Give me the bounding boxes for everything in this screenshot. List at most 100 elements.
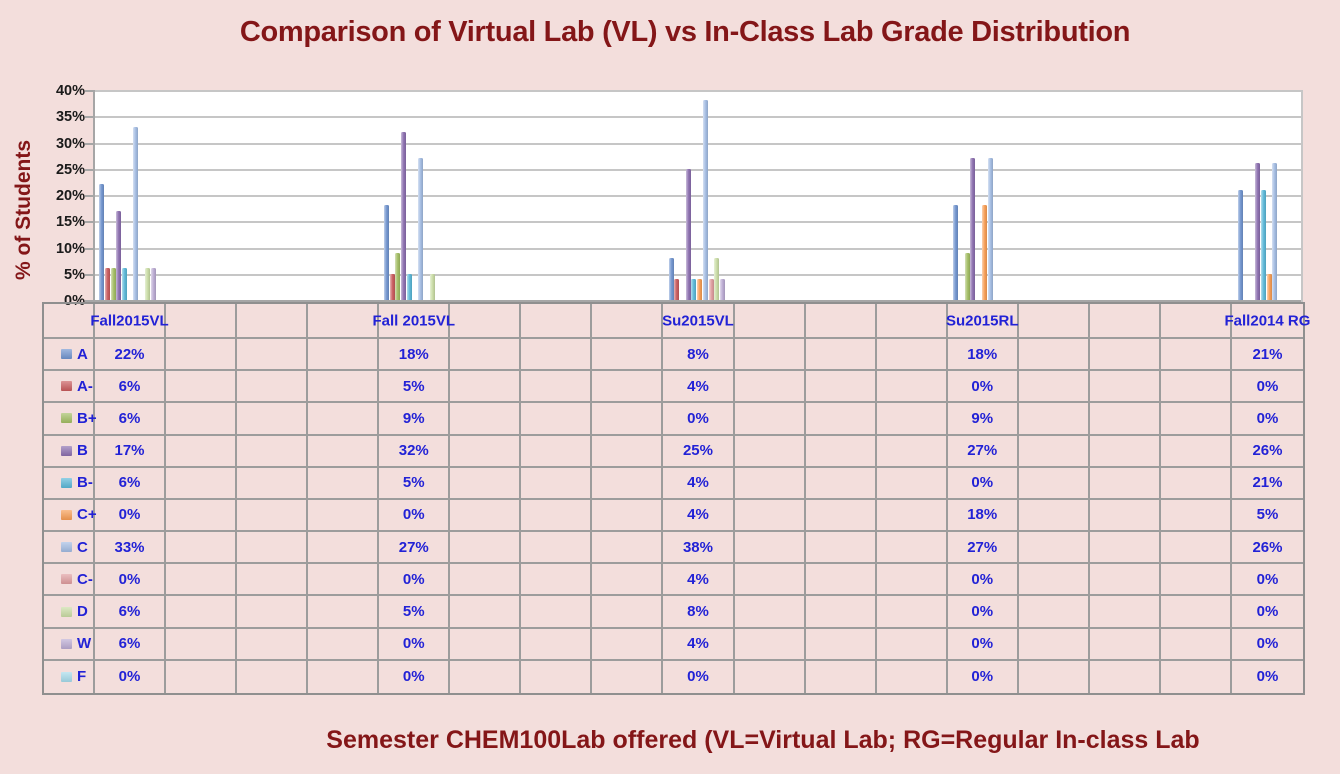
table-cell	[308, 435, 380, 468]
table-cell	[805, 403, 877, 436]
bar-B	[401, 132, 407, 300]
table-cell	[734, 403, 806, 436]
series-label: D	[77, 603, 88, 621]
table-header-cell	[876, 304, 948, 339]
table-cell	[876, 339, 948, 372]
table-corner-cell	[44, 304, 95, 339]
table-cell	[166, 596, 238, 629]
bar-D	[429, 274, 435, 300]
table-cell	[1160, 403, 1232, 436]
table-cell	[237, 564, 309, 597]
table-cell	[1161, 660, 1232, 693]
table-cell	[450, 660, 522, 693]
table-cell	[521, 660, 593, 693]
value-cell: 0%	[1231, 629, 1303, 661]
table-cell	[308, 339, 380, 372]
value-cell: 0%	[1231, 564, 1303, 597]
value-cell: 0%	[1231, 596, 1303, 629]
bar-C+	[697, 279, 703, 300]
series-label: C	[77, 538, 88, 556]
table-cell	[592, 467, 664, 500]
table-cell	[876, 467, 948, 500]
value-cell: 5%	[1231, 500, 1303, 533]
value-cell: 5%	[379, 596, 451, 629]
y-tick-label: 30%	[55, 136, 85, 152]
table-cell	[805, 467, 877, 500]
table-cell	[1089, 435, 1161, 468]
table-cell	[1160, 532, 1232, 565]
table-cell	[308, 628, 380, 661]
table-cell	[166, 371, 238, 404]
table-cell	[237, 467, 309, 500]
category-label: Fall2014 RG	[1224, 312, 1311, 329]
category-label: Su2015VL	[662, 312, 734, 329]
value-cell: 25%	[663, 435, 735, 468]
table-header-cell	[166, 304, 238, 339]
gridline	[95, 90, 1301, 92]
y-tick-mark	[85, 221, 93, 223]
y-tick-label: 20%	[55, 188, 85, 204]
table-cell	[237, 371, 309, 404]
value-cell: 4%	[663, 371, 735, 404]
series-color-swatch	[61, 671, 72, 682]
table-cell	[166, 532, 238, 565]
table-cell	[876, 499, 948, 533]
value-cell: 0%	[947, 371, 1019, 404]
table-header-cell: Su2015RL	[946, 304, 1019, 339]
table-cell	[308, 564, 380, 597]
value-cell: 27%	[379, 532, 451, 565]
legend-cell: C-	[44, 564, 95, 597]
table-cell	[450, 371, 522, 404]
y-tick-mark	[85, 300, 93, 302]
table-cell	[237, 403, 309, 436]
series-color-swatch	[61, 606, 72, 617]
table-cell	[166, 403, 238, 436]
table-cell	[237, 339, 309, 372]
table-cell	[805, 628, 877, 661]
value-cell: 0%	[947, 564, 1019, 597]
table-cell	[592, 403, 664, 436]
table-cell	[521, 532, 593, 565]
y-tick-label: 35%	[55, 109, 85, 125]
bar-A-	[674, 279, 680, 300]
table-cell	[1160, 628, 1232, 661]
category-label: Fall2015VL	[90, 312, 169, 329]
table-header-cell	[237, 304, 309, 339]
value-cell: 18%	[947, 499, 1019, 533]
table-cell	[592, 339, 664, 372]
table-cell	[1089, 596, 1161, 629]
table-cell	[592, 628, 664, 661]
table-cell	[1018, 339, 1090, 372]
bar-C+	[981, 205, 987, 300]
table-cell	[450, 339, 522, 372]
table-cell	[1018, 467, 1090, 500]
y-tick-label: 10%	[55, 241, 85, 257]
value-cell: 9%	[947, 403, 1019, 436]
table-cell	[876, 532, 948, 565]
y-tick-mark	[85, 143, 93, 145]
table-cell	[734, 596, 806, 629]
table-header-cell: Su2015VL	[662, 304, 735, 339]
table-cell	[734, 467, 806, 500]
bar-C	[133, 127, 139, 300]
bar-B-	[122, 268, 128, 300]
table-cell	[166, 339, 238, 372]
table-cell	[1160, 596, 1232, 629]
table-cell	[1018, 596, 1090, 629]
table-cell	[805, 596, 877, 629]
table-cell	[1089, 339, 1161, 372]
table-cell	[450, 467, 522, 500]
table-cell	[592, 532, 664, 565]
table-cell	[805, 339, 877, 372]
y-axis-title: % of Students	[12, 140, 35, 280]
value-cell: 22%	[95, 339, 167, 372]
value-cell: 26%	[1231, 436, 1303, 468]
bar-B+	[395, 253, 401, 300]
gridline	[95, 221, 1301, 223]
y-tick-label: 5%	[64, 267, 85, 283]
category-label: Fall 2015VL	[372, 312, 456, 329]
table-cell	[237, 660, 309, 693]
table-header-cell	[1089, 304, 1161, 339]
value-cell: 8%	[663, 339, 735, 372]
value-cell: 4%	[663, 564, 735, 597]
